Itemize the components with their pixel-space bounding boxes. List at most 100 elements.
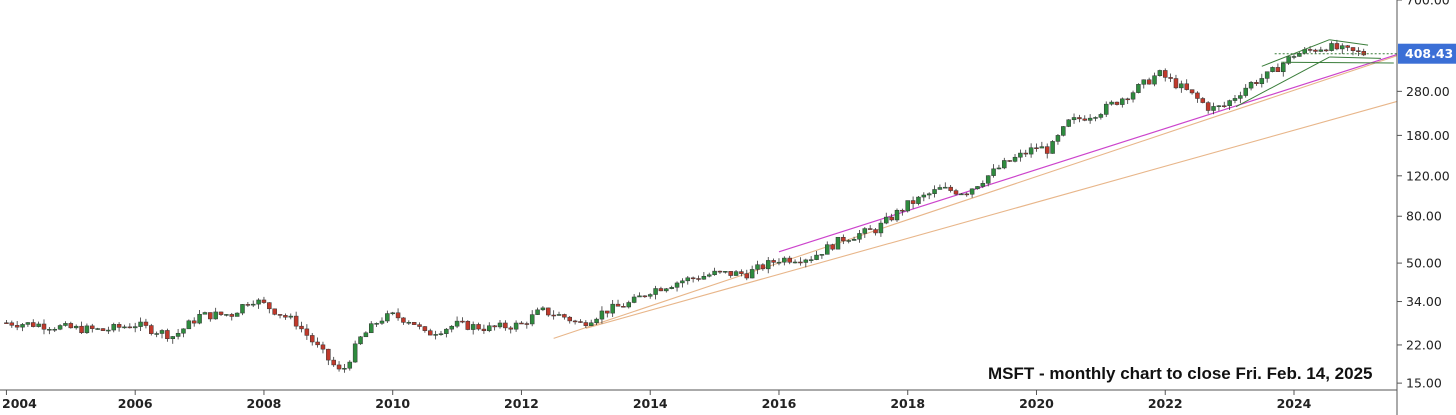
candle-body	[116, 324, 122, 328]
candle-body	[765, 260, 771, 270]
candle-body	[910, 200, 916, 204]
candle-body	[1087, 117, 1093, 121]
candle-body	[964, 193, 969, 196]
candle-body	[1098, 114, 1104, 118]
y-tick-label: 15.00	[1406, 376, 1442, 391]
candle-body	[106, 329, 111, 332]
x-tick-label: 2018	[890, 396, 925, 411]
candle-body	[84, 325, 90, 334]
candle-body	[315, 341, 320, 346]
channel-upper-line	[1261, 39, 1330, 67]
candle-body	[411, 322, 417, 325]
candle-body	[487, 325, 492, 332]
candle-body	[1162, 70, 1168, 78]
candle-body	[1323, 49, 1329, 52]
candle-body	[728, 271, 733, 276]
candle-body	[1238, 95, 1243, 99]
candle-body	[889, 216, 894, 221]
candle-body	[1018, 152, 1023, 158]
candle-body	[20, 324, 25, 328]
magenta-trendline	[778, 53, 1398, 253]
candle-body	[610, 303, 615, 314]
candle-body	[1361, 51, 1366, 56]
candle-body	[138, 321, 143, 327]
candle-body	[1264, 71, 1270, 79]
candle-body	[154, 333, 159, 335]
candle-body	[299, 325, 304, 330]
candle-body	[642, 295, 648, 298]
candle-body	[900, 209, 905, 212]
candle-body	[798, 261, 803, 264]
candle-body	[578, 321, 583, 323]
candle-body	[669, 287, 674, 289]
candle-body	[288, 315, 294, 318]
candle-body	[1356, 50, 1361, 52]
candle-body	[540, 307, 546, 311]
candle-body	[792, 261, 798, 264]
trendlines	[553, 53, 1398, 339]
candle-body	[771, 260, 776, 263]
candle-body	[1077, 117, 1082, 120]
candle-body	[712, 270, 717, 276]
candle-body	[1248, 82, 1254, 89]
candle-body	[1023, 152, 1029, 155]
candle-body	[723, 271, 728, 273]
candle-body	[100, 328, 106, 331]
candle-body	[363, 332, 369, 338]
candle-body	[782, 257, 787, 263]
candle-body	[1168, 77, 1173, 79]
candle-body	[25, 322, 31, 325]
candle-body	[739, 271, 744, 274]
candle-body	[605, 310, 610, 314]
candle-body	[1114, 101, 1120, 105]
candle-body	[524, 323, 530, 325]
y-tick-label: 700.00	[1406, 0, 1450, 8]
candle-body	[1313, 49, 1318, 52]
candle-body	[1184, 83, 1189, 90]
candle-body	[985, 175, 991, 184]
candle-body	[63, 323, 68, 326]
wedge-lower-line	[1329, 56, 1381, 59]
candle-body	[680, 280, 685, 284]
candle-body	[36, 323, 41, 327]
candle-body	[717, 270, 723, 273]
candle-body	[229, 314, 235, 317]
candle-body	[1270, 67, 1275, 72]
candle-body	[637, 295, 642, 298]
candle-body	[556, 314, 562, 316]
candle-body	[4, 322, 9, 324]
candle-body	[653, 288, 658, 295]
candle-body	[159, 330, 165, 334]
candle-body	[1173, 78, 1179, 89]
candle-body	[755, 264, 760, 270]
candle-body	[197, 314, 202, 324]
candle-body	[1055, 135, 1061, 142]
candle-body	[1195, 92, 1200, 99]
candle-body	[529, 314, 535, 325]
candle-body	[218, 311, 224, 315]
candle-body	[428, 330, 433, 336]
candle-body	[1350, 47, 1356, 51]
candle-body	[733, 271, 739, 276]
candle-body	[95, 328, 100, 330]
candle-body	[293, 315, 299, 327]
candle-body	[1028, 147, 1034, 155]
candle-body	[90, 325, 95, 329]
candle-body	[508, 327, 513, 330]
y-tick-label: 50.00	[1406, 256, 1442, 271]
candle-body	[991, 168, 996, 176]
candle-body	[1002, 160, 1007, 169]
wedge-upper-line	[1329, 39, 1369, 46]
candle-body	[272, 308, 277, 315]
candle-body	[953, 190, 959, 195]
candle-body	[374, 323, 379, 325]
candle-body	[808, 259, 814, 261]
candle-body	[969, 188, 975, 195]
candle-body	[1189, 89, 1195, 94]
support-line	[1281, 61, 1394, 64]
candle-body	[1211, 106, 1216, 111]
candle-body	[846, 240, 851, 242]
candle-body	[1243, 87, 1248, 96]
candle-body	[1307, 49, 1313, 51]
candle-body	[749, 269, 755, 279]
